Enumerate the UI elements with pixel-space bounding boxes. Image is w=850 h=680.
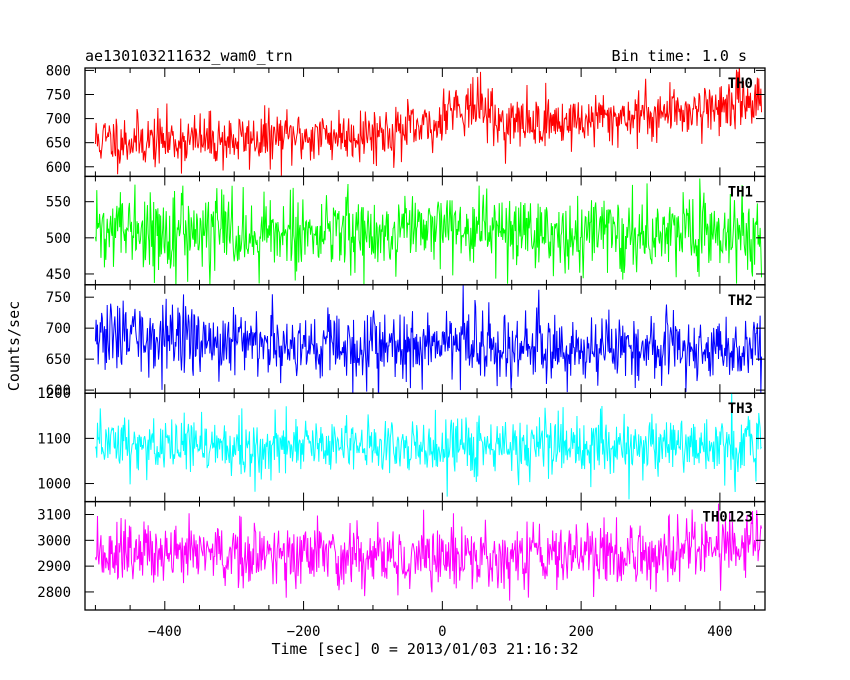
- y-tick-label: 700: [46, 321, 71, 337]
- y-tick-label: 3100: [37, 508, 71, 524]
- y-tick-label: 600: [46, 160, 71, 176]
- panel-name-label: TH3: [728, 401, 753, 417]
- y-tick-label: 2900: [37, 559, 71, 575]
- y-tick-label: 800: [46, 63, 71, 79]
- y-tick-label: 500: [46, 231, 71, 247]
- x-axis: −400 −200 0 200 400: [148, 624, 733, 640]
- y-tick-label: 650: [46, 136, 71, 152]
- y-tick-label: 1200: [37, 386, 71, 402]
- x-tick-label: 200: [568, 624, 593, 640]
- y-tick-label: 750: [46, 87, 71, 103]
- x-tick-label: 400: [707, 624, 732, 640]
- x-axis-label: Time [sec] 0 = 2013/01/03 21:16:32: [271, 640, 578, 658]
- bin-time-label: Bin time: 1.0 s: [612, 47, 747, 65]
- panel-name-label: TH0123: [702, 510, 753, 526]
- panel-name-label: TH0: [728, 76, 753, 92]
- y-tick-label: 600: [46, 383, 71, 399]
- y-tick-label: 3000: [37, 533, 71, 549]
- series-line-th1: [94, 178, 763, 285]
- panel-th2: 600 650 700 750 TH2: [46, 284, 766, 399]
- series-line-th0: [94, 68, 763, 176]
- panel-frame: [84, 67, 766, 178]
- panel-th0: 600 650 700 750 800 TH0: [46, 63, 766, 178]
- y-tick-label: 650: [46, 352, 71, 368]
- chart-title: ae130103211632_wam0_trn: [85, 47, 293, 65]
- series-line-th3: [94, 393, 762, 500]
- panel-th1: 450 500 550 TH1: [46, 175, 766, 286]
- y-tick-label: 2800: [37, 585, 71, 601]
- panel-th0123: 2800 2900 3000 3100 TH0123: [37, 500, 766, 611]
- y-axis-label: Counts/sec: [5, 301, 23, 391]
- x-tick-label: −200: [287, 624, 321, 640]
- series-line-th2: [94, 284, 763, 394]
- y-tick-label: 750: [46, 290, 71, 306]
- panel-name-label: TH1: [728, 184, 753, 200]
- y-tick-label: 1100: [37, 431, 71, 447]
- x-tick-label: 0: [438, 624, 446, 640]
- panel-th3: 1000 1100 1200 TH3: [37, 386, 766, 503]
- panel-frame: [84, 500, 766, 611]
- panels-group: 600 650 700 750 800 TH0 450 500 550 TH1 600 650 700 7…: [37, 63, 766, 611]
- y-tick-label: 450: [46, 267, 71, 283]
- y-tick-label: 1000: [37, 477, 71, 493]
- panel-name-label: TH2: [728, 293, 753, 309]
- y-tick-label: 700: [46, 112, 71, 128]
- x-tick-label: −400: [148, 624, 182, 640]
- y-tick-label: 550: [46, 195, 71, 211]
- series-line-th0123: [94, 503, 763, 601]
